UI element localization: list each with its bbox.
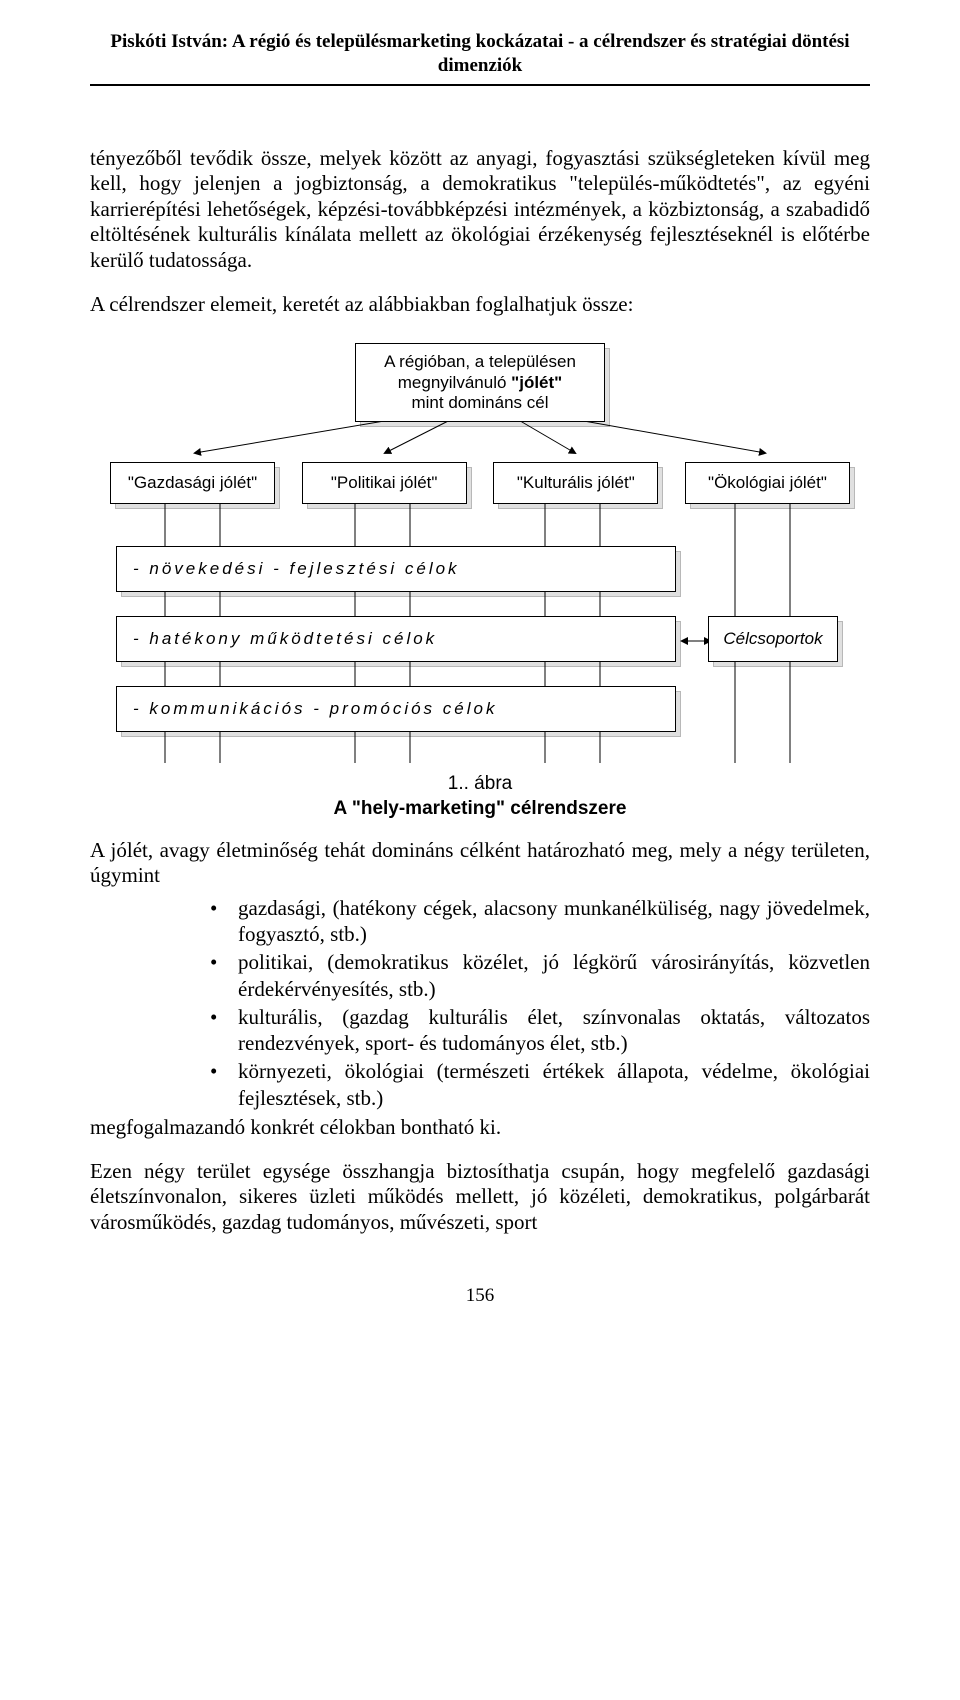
bullet-4: környezeti, ökológiai (természeti értéke… [210, 1058, 870, 1111]
top-line1: A régióban, a településen [384, 352, 576, 371]
header-line2: dimenziók [438, 55, 522, 76]
diagram-top-box: A régióban, a településen megnyilvánuló … [355, 343, 605, 422]
box-celcsoportok: Célcsoportok [708, 616, 838, 662]
figcap-line1: 1.. ábra [448, 773, 512, 794]
header-line1: Piskóti István: A régió és településmark… [110, 31, 849, 52]
bullet-2: politikai, (demokratikus közélet, jó lég… [210, 949, 870, 1002]
bar-hatekony-label: - hatékony működtetési célok [116, 616, 676, 662]
bar-novekedesi: - növekedési - fejlesztési célok [116, 546, 850, 592]
top-line3: mint domináns cél [411, 393, 548, 412]
top-line2-bold: "jólét" [511, 373, 562, 392]
figcap-bold: "hely-marketing" [352, 798, 505, 819]
bar-kommunikacios-label: - kommunikációs - promóciós célok [116, 686, 676, 732]
bullet-1: gazdasági, (hatékony cégek, alacsony mun… [210, 895, 870, 948]
box-kulturalis: "Kulturális jólét" [493, 462, 658, 504]
figcap-pre: A [334, 798, 352, 819]
box-gazdasagi: "Gazdasági jólét" [110, 462, 275, 504]
bar-novekedesi-label: - növekedési - fejlesztési célok [116, 546, 676, 592]
paragraph-5: Ezen négy terület egysége összhangja biz… [90, 1159, 870, 1236]
box-kulturalis-label: "Kulturális jólét" [493, 462, 658, 504]
bar-hatekony: - hatékony működtetési célok Célcsoporto… [116, 616, 850, 662]
bar-kommunikacios: - kommunikációs - promóciós célok [116, 686, 850, 732]
page-number: 156 [90, 1285, 870, 1307]
top-line2-pre: megnyilvánuló [398, 373, 511, 392]
box-okologiai-label: "Ökológiai jólét" [685, 462, 850, 504]
page: Piskóti István: A régió és településmark… [0, 0, 960, 1347]
figure-caption: 1.. ábra A "hely-marketing" célrendszere [90, 772, 870, 821]
bullet-3: kulturális, (gazdag kulturális élet, szí… [210, 1004, 870, 1057]
box-celcsoportok-label: Célcsoportok [708, 616, 838, 662]
box-okologiai: "Ökológiai jólét" [685, 462, 850, 504]
box-politikai-label: "Politikai jólét" [302, 462, 467, 504]
figcap-post: célrendszere [505, 798, 626, 819]
running-header: Piskóti István: A régió és településmark… [90, 30, 870, 86]
paragraph-3: A jólét, avagy életminőség tehát dominán… [90, 838, 870, 889]
paragraph-2: A célrendszer elemeit, keretét az alábbi… [90, 292, 870, 318]
box-gazdasagi-label: "Gazdasági jólét" [110, 462, 275, 504]
box-politikai: "Politikai jólét" [302, 462, 467, 504]
paragraph-4: megfogalmazandó konkrét célokban bonthat… [90, 1115, 870, 1141]
bullet-list: gazdasági, (hatékony cégek, alacsony mun… [90, 895, 870, 1111]
paragraph-1: tényezőből tevődik össze, melyek között … [90, 146, 870, 274]
diagram: A régióban, a településen megnyilvánuló … [110, 343, 850, 732]
